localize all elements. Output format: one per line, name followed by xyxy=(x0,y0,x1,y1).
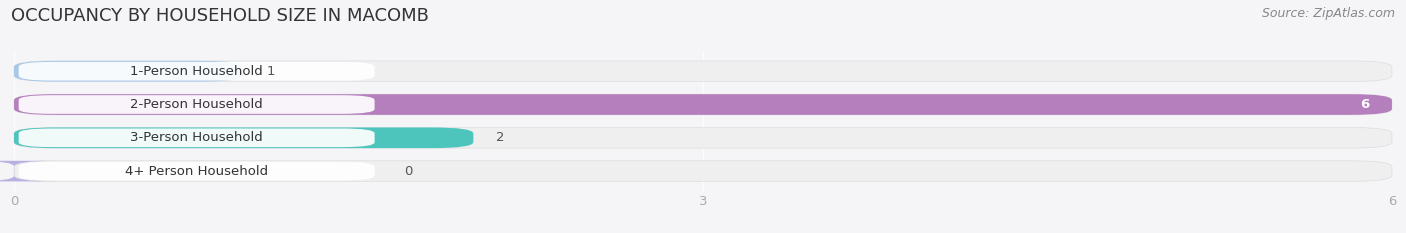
Text: 1: 1 xyxy=(267,65,276,78)
Text: Source: ZipAtlas.com: Source: ZipAtlas.com xyxy=(1261,7,1395,20)
Text: 0: 0 xyxy=(405,164,413,178)
FancyBboxPatch shape xyxy=(18,162,374,180)
Text: 2-Person Household: 2-Person Household xyxy=(131,98,263,111)
Text: 1-Person Household: 1-Person Household xyxy=(131,65,263,78)
Text: 2: 2 xyxy=(496,131,505,144)
FancyBboxPatch shape xyxy=(14,61,1392,82)
FancyBboxPatch shape xyxy=(18,95,374,114)
Text: OCCUPANCY BY HOUSEHOLD SIZE IN MACOMB: OCCUPANCY BY HOUSEHOLD SIZE IN MACOMB xyxy=(11,7,429,25)
Text: 3-Person Household: 3-Person Household xyxy=(131,131,263,144)
Text: 6: 6 xyxy=(1360,98,1369,111)
FancyBboxPatch shape xyxy=(14,127,1392,148)
Text: 4+ Person Household: 4+ Person Household xyxy=(125,164,269,178)
FancyBboxPatch shape xyxy=(14,94,1392,115)
FancyBboxPatch shape xyxy=(14,61,243,82)
FancyBboxPatch shape xyxy=(14,127,474,148)
FancyBboxPatch shape xyxy=(14,94,1392,115)
FancyBboxPatch shape xyxy=(0,161,55,182)
FancyBboxPatch shape xyxy=(18,128,374,147)
FancyBboxPatch shape xyxy=(18,62,374,81)
FancyBboxPatch shape xyxy=(14,161,1392,182)
